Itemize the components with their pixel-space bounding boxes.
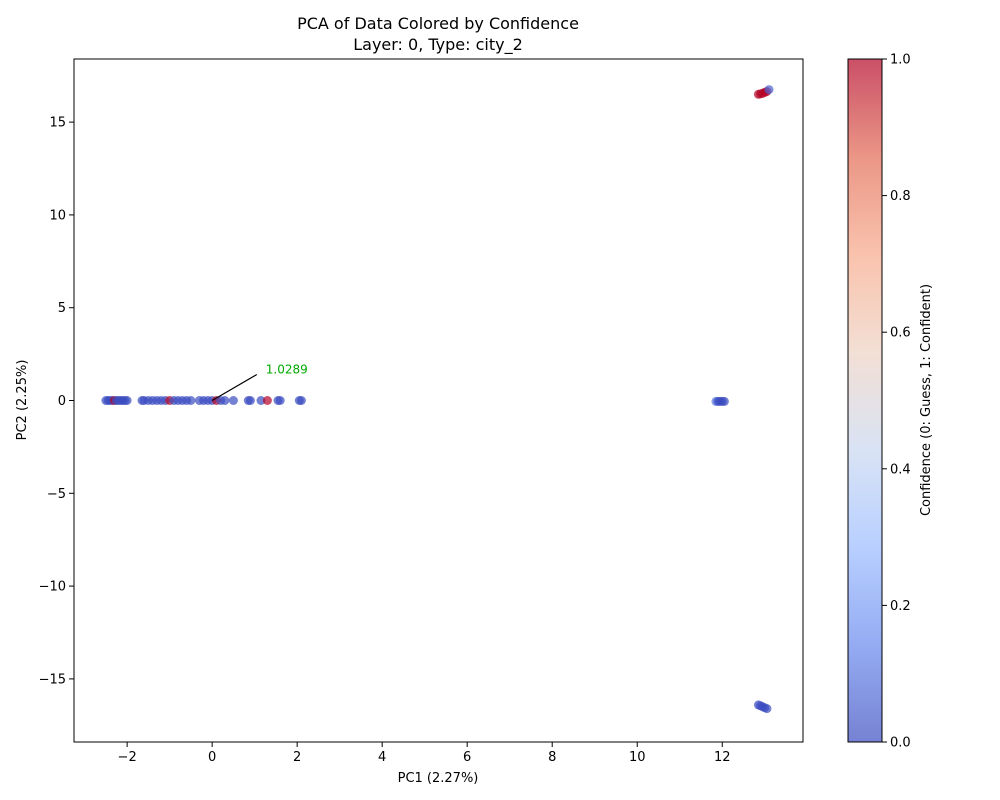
colorbar-tick-label: 0.8 bbox=[890, 189, 911, 204]
x-tick-label: 2 bbox=[293, 750, 301, 765]
x-tick-label: 10 bbox=[629, 750, 646, 765]
x-tick-label: 12 bbox=[714, 750, 731, 765]
colorbar-tick-label: 1.0 bbox=[890, 53, 911, 68]
data-point-44 bbox=[719, 396, 729, 406]
y-tick-label: −15 bbox=[39, 672, 66, 687]
y-axis: −15 −10 −5 0 5 10 15 bbox=[39, 116, 74, 687]
colorbar: 0.0 0.2 0.4 0.6 0.8 1.0 Confidence (0: Guess,… bbox=[847, 53, 934, 751]
colorbar-tick-label: 0.0 bbox=[890, 736, 911, 751]
annotation-label: 1.0289 bbox=[266, 363, 308, 377]
colorbar-label: Confidence (0: Guess, 1: Confident) bbox=[919, 284, 934, 516]
data-point-55 bbox=[762, 704, 772, 714]
colorbar-tick-label: 0.6 bbox=[890, 326, 911, 341]
x-tick-label: 6 bbox=[463, 750, 471, 765]
data-point-31 bbox=[228, 396, 238, 405]
chart-title: PCA of Data Colored by Confidence bbox=[297, 14, 579, 33]
y-tick-label: −5 bbox=[47, 487, 66, 502]
data-point-37 bbox=[275, 396, 285, 405]
y-axis-label: PC2 (2.25%) bbox=[15, 360, 30, 441]
x-axis-label: PC1 (2.27%) bbox=[398, 771, 479, 786]
colorbar-tick-label: 0.2 bbox=[890, 599, 911, 614]
y-tick-label: 10 bbox=[49, 208, 66, 223]
data-point-39 bbox=[296, 396, 306, 405]
y-tick-label: 5 bbox=[58, 301, 66, 316]
colorbar-frame bbox=[847, 58, 883, 743]
data-point-23 bbox=[186, 396, 196, 405]
chart-subtitle: Layer: 0, Type: city_2 bbox=[353, 35, 523, 55]
colorbar-gradient bbox=[848, 59, 882, 742]
data-point-33 bbox=[245, 396, 255, 405]
y-tick-label: −10 bbox=[39, 580, 66, 595]
x-axis: −2 0 2 4 6 8 10 12 bbox=[118, 742, 731, 765]
colorbar-ticks: 0.0 0.2 0.4 0.6 0.8 1.0 bbox=[882, 53, 911, 751]
data-point-30 bbox=[220, 396, 230, 405]
data-point-35 bbox=[262, 396, 272, 405]
x-tick-label: 0 bbox=[208, 750, 216, 765]
x-tick-label: 4 bbox=[378, 750, 386, 765]
x-tick-label: −2 bbox=[118, 750, 137, 765]
plot-area: 1.0289 bbox=[101, 85, 774, 714]
y-tick-label: 15 bbox=[49, 116, 66, 131]
data-point-50 bbox=[764, 85, 774, 95]
colorbar-tick-label: 0.4 bbox=[890, 462, 911, 477]
data-point-34 bbox=[256, 396, 266, 405]
data-point-10 bbox=[122, 396, 132, 405]
y-tick-label: 0 bbox=[58, 394, 66, 409]
x-tick-label: 8 bbox=[548, 750, 556, 765]
annotation-arrow bbox=[211, 373, 258, 402]
